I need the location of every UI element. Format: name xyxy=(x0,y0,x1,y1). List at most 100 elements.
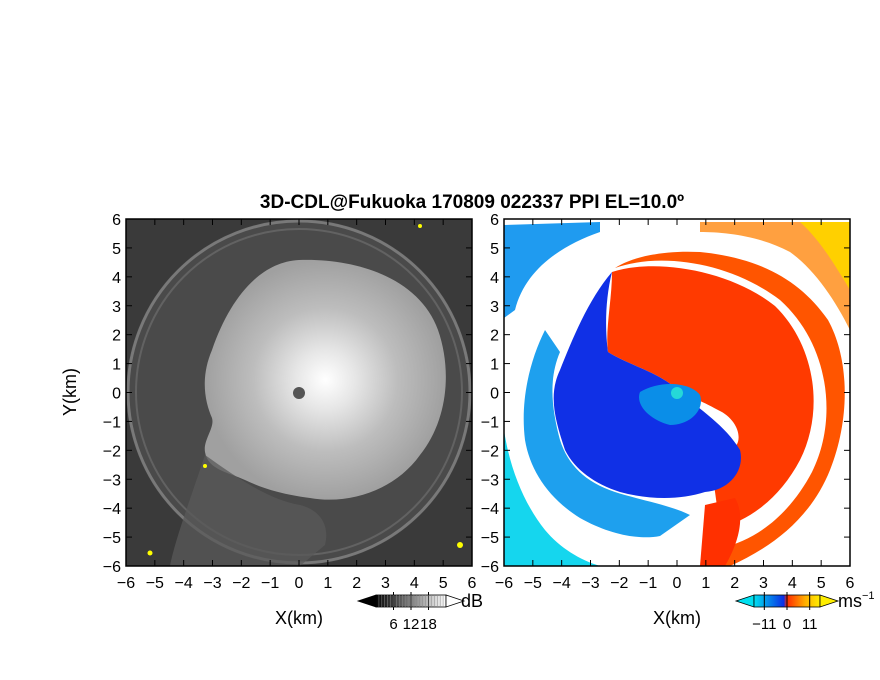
y-tick-label-left: −6 xyxy=(103,559,121,576)
reflectivity-colorbar-tick-label: 12 xyxy=(403,616,420,633)
y-tick-label-right: 0 xyxy=(490,386,499,403)
reflectivity-gray-tail xyxy=(170,455,327,566)
reflectivity-yellow-speck-3 xyxy=(147,550,153,556)
y-tick-label-right: 1 xyxy=(490,357,499,374)
x-tick-label-left: −3 xyxy=(203,575,221,592)
velocity-colorbar: −11 0 11 ms−1 xyxy=(734,590,875,633)
y-tick-label-left: −3 xyxy=(103,472,121,489)
reflectivity-y-tick-labels: 6 5 4 3 2 1 0 −1 −2 −3 −4 −5 −6 xyxy=(103,212,121,576)
y-tick-label-right: 5 xyxy=(490,241,499,258)
velocity-colorbar-left-arrow xyxy=(734,594,755,608)
x-tick-label-right: 6 xyxy=(846,575,855,592)
reflectivity-colorbar-ticks: 6 12 18 xyxy=(378,592,444,633)
reflectivity-x-tick-labels: −6 −5 −4 −3 −2 −1 0 1 2 3 4 5 6 xyxy=(117,575,477,592)
y-tick-label-left: −5 xyxy=(103,530,121,547)
x-tick-label-right: −5 xyxy=(524,575,542,592)
reflectivity-panel: −6 −5 −4 −3 −2 −1 0 1 2 3 4 5 6 6543210−1−2−3−4−5−6 … xyxy=(60,212,477,628)
radar-site-marker-right xyxy=(671,387,683,399)
radar-site-marker-left xyxy=(293,387,305,399)
reflectivity-colorbar-unit: dB xyxy=(461,591,483,611)
y-axis-title: Y(km) xyxy=(60,368,80,416)
y-tick-label-right: −6 xyxy=(481,559,499,576)
reflectivity-colorbar-tick-label: 18 xyxy=(420,616,437,633)
y-tick-label-right: −2 xyxy=(481,443,499,460)
y-tick-label-right: 3 xyxy=(490,299,499,316)
reflectivity-yellow-speck-2 xyxy=(203,464,207,468)
y-tick-label-right: −1 xyxy=(481,414,499,431)
y-tick-label-left: 1 xyxy=(112,357,121,374)
x-tick-label-left: −1 xyxy=(261,575,279,592)
velocity-receding-outer xyxy=(700,222,850,330)
x-tick-label-right: −1 xyxy=(639,575,657,592)
velocity-ticks xyxy=(503,218,851,567)
reflectivity-echo-region xyxy=(204,259,446,500)
y-tick-label-left: −4 xyxy=(103,501,121,518)
x-tick-label-left: 3 xyxy=(381,575,390,592)
reflectivity-yellow-speck-1 xyxy=(418,224,422,228)
y-tick-label-left: 5 xyxy=(112,241,121,258)
y-tick-label-left: 0 xyxy=(112,386,121,403)
velocity-x-tick-labels: −6 −5 −4 −3 −2 −1 0 1 2 3 4 5 6 xyxy=(495,575,855,592)
y-tick-label-right: 2 xyxy=(490,328,499,345)
x-tick-label-right: 5 xyxy=(817,575,826,592)
y-tick-label-left: 3 xyxy=(112,299,121,316)
x-tick-label-right: −3 xyxy=(581,575,599,592)
x-tick-label-left: 4 xyxy=(410,575,419,592)
x-axis-title-right: X(km) xyxy=(653,608,701,628)
x-tick-label-right: 2 xyxy=(730,575,739,592)
y-tick-label-right: −3 xyxy=(481,472,499,489)
velocity-yellow-corner xyxy=(800,222,850,290)
figure-title: 3D-CDL@Fukuoka 170809 022337 PPI EL=10.0… xyxy=(260,192,684,213)
velocity-red-stripe xyxy=(700,498,741,566)
velocity-approaching-outer xyxy=(504,222,600,318)
y-tick-label-right: −4 xyxy=(481,501,499,518)
velocity-approaching-light xyxy=(523,330,690,538)
x-tick-label-left: 5 xyxy=(439,575,448,592)
velocity-near-field xyxy=(639,384,701,425)
velocity-colorbar-unit-base: ms xyxy=(838,591,862,611)
x-tick-label-left: −4 xyxy=(175,575,193,592)
x-tick-label-right: 4 xyxy=(788,575,797,592)
reflectivity-colorbar-right-arrow xyxy=(445,594,466,608)
y-tick-label-left: 6 xyxy=(112,212,121,229)
x-tick-label-right: −6 xyxy=(495,575,513,592)
velocity-panel: −6 −5 −4 −3 −2 −1 0 1 2 3 4 5 6 6543210−1−2−3−4−5−6 … xyxy=(481,212,855,628)
velocity-colorbar-tick-label: 0 xyxy=(783,616,791,633)
y-tick-label-right: 4 xyxy=(490,270,499,287)
y-tick-label-right: 6 xyxy=(490,212,499,229)
reflectivity-colorbar-tick-label: 6 xyxy=(389,616,397,633)
x-tick-label-right: 1 xyxy=(701,575,710,592)
velocity-receding-region xyxy=(607,266,814,528)
velocity-y-tick-labels: 6 5 4 3 2 1 0 −1 −2 −3 −4 −5 −6 xyxy=(481,212,499,576)
x-tick-label-left: −6 xyxy=(117,575,135,592)
reflectivity-yellow-speck-4 xyxy=(457,542,463,548)
reflectivity-image xyxy=(126,219,472,566)
x-tick-label-left: −5 xyxy=(146,575,164,592)
y-tick-label-left: 4 xyxy=(112,270,121,287)
x-tick-label-left: 1 xyxy=(323,575,332,592)
x-tick-label-left: −2 xyxy=(232,575,250,592)
velocity-colorbar-tick-label: −11 xyxy=(752,616,776,633)
velocity-approaching-region xyxy=(553,272,741,498)
y-tick-label-left: 2 xyxy=(112,328,121,345)
x-tick-label-right: −4 xyxy=(553,575,571,592)
reflectivity-ticks xyxy=(125,218,473,567)
y-tick-label-left: −2 xyxy=(103,443,121,460)
velocity-image xyxy=(504,219,850,566)
reflectivity-colorbar-left-arrow xyxy=(356,594,377,608)
x-tick-label-left: 2 xyxy=(352,575,361,592)
velocity-colorbar-unit: ms−1 xyxy=(838,590,875,611)
velocity-colorbar-right-arrow xyxy=(819,594,840,608)
velocity-cyan-edge xyxy=(504,430,600,566)
velocity-colorbar-ticks: −11 0 11 xyxy=(752,592,817,633)
x-tick-label-right: −2 xyxy=(610,575,628,592)
velocity-colorbar-tick-label: 11 xyxy=(802,616,818,633)
y-tick-label-right: −5 xyxy=(481,530,499,547)
x-tick-label-left: 0 xyxy=(295,575,304,592)
x-tick-label-right: 3 xyxy=(759,575,768,592)
x-axis-title-left: X(km) xyxy=(275,608,323,628)
x-tick-label-left: 6 xyxy=(468,575,477,592)
y-tick-label-left: −1 xyxy=(103,414,121,431)
reflectivity-colorbar: 6 12 18 dB xyxy=(356,591,483,633)
